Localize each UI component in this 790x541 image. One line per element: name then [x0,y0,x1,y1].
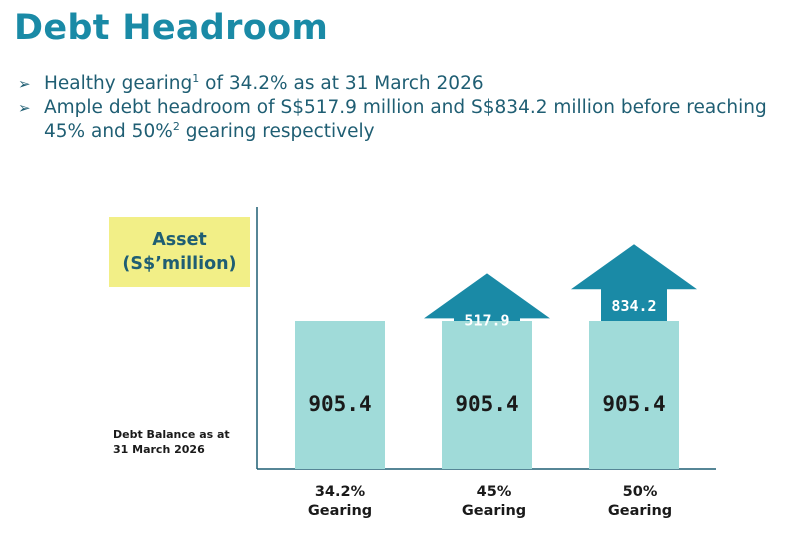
x-tick-label-line1: 45% [476,484,512,500]
bar [295,321,385,469]
debt-note-line2: 31 March 2026 [113,443,205,456]
bullet-text: of 34.2% as at 31 March 2026 [199,73,484,94]
bar-data-label: 905.4 [455,392,518,416]
headroom-arrow [424,273,550,321]
arrow-data-label: 517.9 [464,312,509,330]
bullet-list: ➢ Healthy gearing1 of 34.2% as at 31 Mar… [18,72,783,144]
arrow-bullet-icon: ➢ [18,99,31,117]
arrow-bullet-icon: ➢ [18,75,31,93]
x-tick-label-line2: Gearing [461,503,527,519]
bullet-item: ➢ Healthy gearing1 of 34.2% as at 31 Mar… [18,72,783,96]
x-tick-label-line1: 50% [622,484,658,500]
x-tick-label: 34.2% Gearing [280,483,400,521]
footnote-marker: 2 [172,119,180,133]
footnote-marker: 1 [192,71,200,85]
debt-balance-note: Debt Balance as at 31 March 2026 [113,427,230,457]
bar-data-label: 905.4 [602,392,665,416]
x-tick-label: 45% Gearing [434,483,554,521]
bar-data-label: 905.4 [308,392,371,416]
bullet-text: Ample debt headroom of S$517.9 million a… [44,97,767,142]
x-tick-label-line2: Gearing [307,503,373,519]
x-tick-label-line2: Gearing [607,503,673,519]
x-tick-label: 50% Gearing [580,483,700,521]
bullet-text: gearing respectively [179,121,375,142]
headroom-arrow [571,244,697,321]
bar [589,321,679,469]
bullet-text: Healthy gearing [44,73,193,94]
y-axis-label-line2: (S$’million) [122,254,237,274]
x-tick-label-line1: 34.2% [314,484,366,500]
bar [442,321,532,469]
page-title: Debt Headroom [14,8,329,48]
y-axis-label-box: Asset (S$’million) [109,217,250,287]
arrow-data-label: 834.2 [611,297,656,315]
y-axis-label-line1: Asset [152,230,207,250]
bullet-item: ➢ Ample debt headroom of S$517.9 million… [18,96,783,144]
debt-note-line1: Debt Balance as at [113,428,230,441]
